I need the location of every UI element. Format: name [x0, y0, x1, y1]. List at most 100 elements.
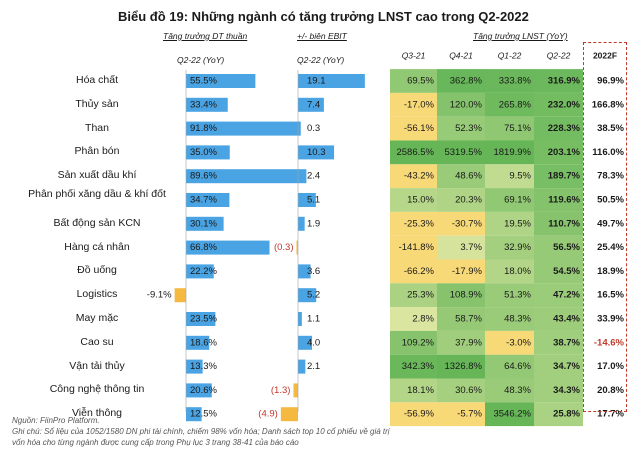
profit-growth-value: -17.9% [452, 266, 483, 277]
ebit-change-label: (1.3) [271, 385, 291, 396]
profit-growth-value: -3.0% [506, 337, 531, 348]
profit-growth-cell [534, 354, 583, 379]
ebit-change-label: 0.3 [307, 123, 320, 134]
profit-growth-cell [437, 235, 485, 260]
profit-growth-cell [390, 259, 437, 284]
profit-growth-cell [485, 378, 534, 403]
profit-growth-value: 43.4% [553, 314, 580, 325]
profit-growth-value: 34.3% [553, 385, 580, 396]
profit-growth-value: 18.0% [504, 266, 531, 277]
revenue-growth-bar [174, 288, 186, 303]
profit-growth-value: -17.0% [404, 99, 435, 110]
profit-growth-cell [534, 164, 583, 189]
revenue-growth-bar [186, 264, 214, 279]
column-header-2022f: 2022F [593, 50, 617, 60]
row-label: Thủy sản [75, 97, 119, 110]
profit-growth-value: -56.1% [404, 123, 435, 134]
row-label: Vận tải thủy [69, 359, 125, 372]
profit-growth-value: -5.7% [457, 409, 482, 420]
profit-growth-value: 38.5% [597, 123, 624, 134]
profit-growth-value: 17.0% [597, 361, 624, 372]
column-header-q3-21: Q3-21 [402, 50, 426, 60]
profit-growth-cell [534, 402, 583, 427]
footnote-line-1: Ghi chú: Số liệu của 1052/1580 DN phi tà… [12, 427, 390, 436]
profit-growth-cell [437, 116, 485, 141]
profit-growth-value: 232.0% [548, 99, 581, 110]
profit-growth-cell [485, 283, 534, 308]
profit-growth-cell [485, 92, 534, 117]
profit-growth-cell [390, 188, 437, 212]
profit-growth-value: 120.0% [450, 99, 483, 110]
revenue-growth-label: 22.2% [190, 266, 217, 277]
revenue-growth-label: 91.8% [190, 123, 217, 134]
row-label: Sản xuất dầu khí [57, 169, 137, 182]
revenue-growth-bar [186, 312, 216, 326]
revenue-growth-label: 66.8% [190, 242, 217, 253]
profit-growth-value: 47.2% [553, 290, 580, 301]
revenue-growth-bar [186, 359, 203, 374]
row-label: Đồ uống [77, 264, 117, 277]
row-label: Công nghệ thông tin [49, 383, 145, 396]
profit-growth-cell [485, 116, 534, 141]
profit-growth-cell [437, 330, 485, 355]
ebit-change-label: 5.1 [307, 195, 320, 206]
profit-growth-value: 30.6% [455, 385, 482, 396]
profit-growth-value: 50.5% [597, 195, 624, 206]
profit-growth-cell [534, 116, 583, 141]
profit-growth-value: 96.9% [597, 76, 624, 87]
ebit-change-label: 19.1 [307, 76, 326, 87]
revenue-growth-label: 13.3% [190, 361, 217, 372]
profit-growth-value: 1326.8% [444, 361, 482, 372]
revenue-growth-bar [186, 169, 298, 184]
profit-growth-cell [534, 211, 583, 236]
profit-growth-value: 265.8% [499, 99, 532, 110]
profit-growth-value: 58.7% [455, 314, 482, 325]
profit-growth-value: 189.7% [548, 171, 581, 182]
ebit-change-label: 2.4 [307, 171, 320, 182]
profit-growth-cell [534, 140, 583, 165]
profit-growth-cell [485, 211, 534, 236]
revenue-growth-bar [186, 193, 230, 207]
profit-growth-cell [534, 378, 583, 403]
profit-growth-value: -43.2% [404, 171, 435, 182]
profit-growth-cell [390, 140, 437, 165]
ebit-change-label: 7.4 [307, 99, 320, 110]
profit-growth-value: 109.2% [402, 337, 435, 348]
profit-growth-cell [437, 307, 485, 331]
ebit-change-bar [298, 145, 335, 160]
ebit-header: +/- biên EBIT [297, 31, 347, 41]
revenue-growth-bar [186, 240, 270, 255]
ebit-change-label: 2.1 [307, 361, 320, 372]
source-note: Nguồn: FiinPro Platform. [12, 416, 100, 425]
profit-header: Tăng trưởng LNST (YoY) [473, 31, 568, 41]
revenue-growth-label: -9.1% [147, 290, 172, 301]
revenue-growth-bar [186, 407, 202, 422]
profit-growth-value: 116.0% [592, 147, 624, 158]
revenue-growth-bar [186, 97, 228, 112]
ebit-change-bar [298, 74, 365, 88]
profit-growth-value: -14.6% [594, 337, 625, 348]
revenue-growth-label: 33.4% [190, 99, 217, 110]
profit-growth-cell [485, 259, 534, 284]
profit-growth-cell [485, 69, 534, 93]
profit-growth-cell [437, 283, 485, 308]
ebit-change-label: 5.2 [307, 290, 320, 301]
profit-growth-cell [390, 69, 437, 93]
profit-growth-cell [534, 69, 583, 93]
revenue-growth-label: 23.5% [190, 314, 217, 325]
profit-growth-value: 3.7% [460, 242, 482, 253]
profit-growth-cell [390, 354, 437, 379]
profit-growth-value: 16.5% [597, 290, 624, 301]
profit-growth-value: 362.8% [450, 76, 483, 87]
revenue-header: Tăng trưởng DT thuần [163, 31, 248, 41]
profit-growth-cell [437, 188, 485, 212]
profit-growth-value: 54.5% [553, 266, 580, 277]
profit-growth-value: 166.8% [592, 99, 625, 110]
profit-growth-cell [534, 283, 583, 308]
ebit-change-bar [293, 383, 298, 398]
profit-growth-value: -141.8% [399, 242, 435, 253]
ebit-change-label: (4.9) [258, 409, 278, 420]
profit-growth-value: 316.9% [548, 76, 581, 87]
profit-growth-value: 18.9% [597, 266, 624, 277]
